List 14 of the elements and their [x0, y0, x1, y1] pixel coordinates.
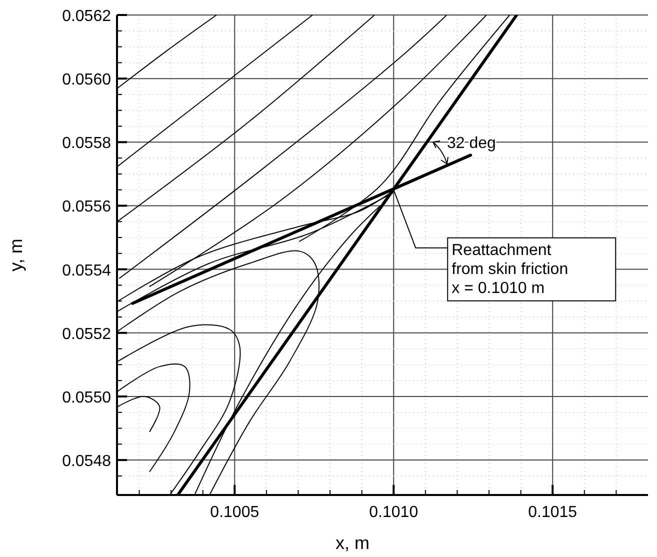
y-tick-label: 0.0548 [62, 453, 112, 470]
y-axis-title: y, m [6, 238, 26, 272]
y-tick-label: 0.0560 [62, 72, 112, 89]
annotation: Reattachment from skin friction x = 0.1010 m [452, 242, 568, 297]
y-tick-label: 0.0562 [62, 8, 112, 25]
y-tick-label: 0.0558 [62, 135, 112, 152]
x-tick-label: 0.1005 [210, 504, 260, 521]
x-tick-label: 0.1015 [528, 504, 578, 521]
y-tick-label: 0.0552 [62, 326, 112, 343]
y-tick-label: 0.0550 [62, 389, 112, 406]
y-tick-label: 0.0554 [62, 262, 112, 280]
y-tick-label: 0.0556 [62, 198, 112, 216]
x-tick-label: 0.1010 [369, 504, 418, 521]
x-axis-title: x, m [336, 533, 370, 553]
